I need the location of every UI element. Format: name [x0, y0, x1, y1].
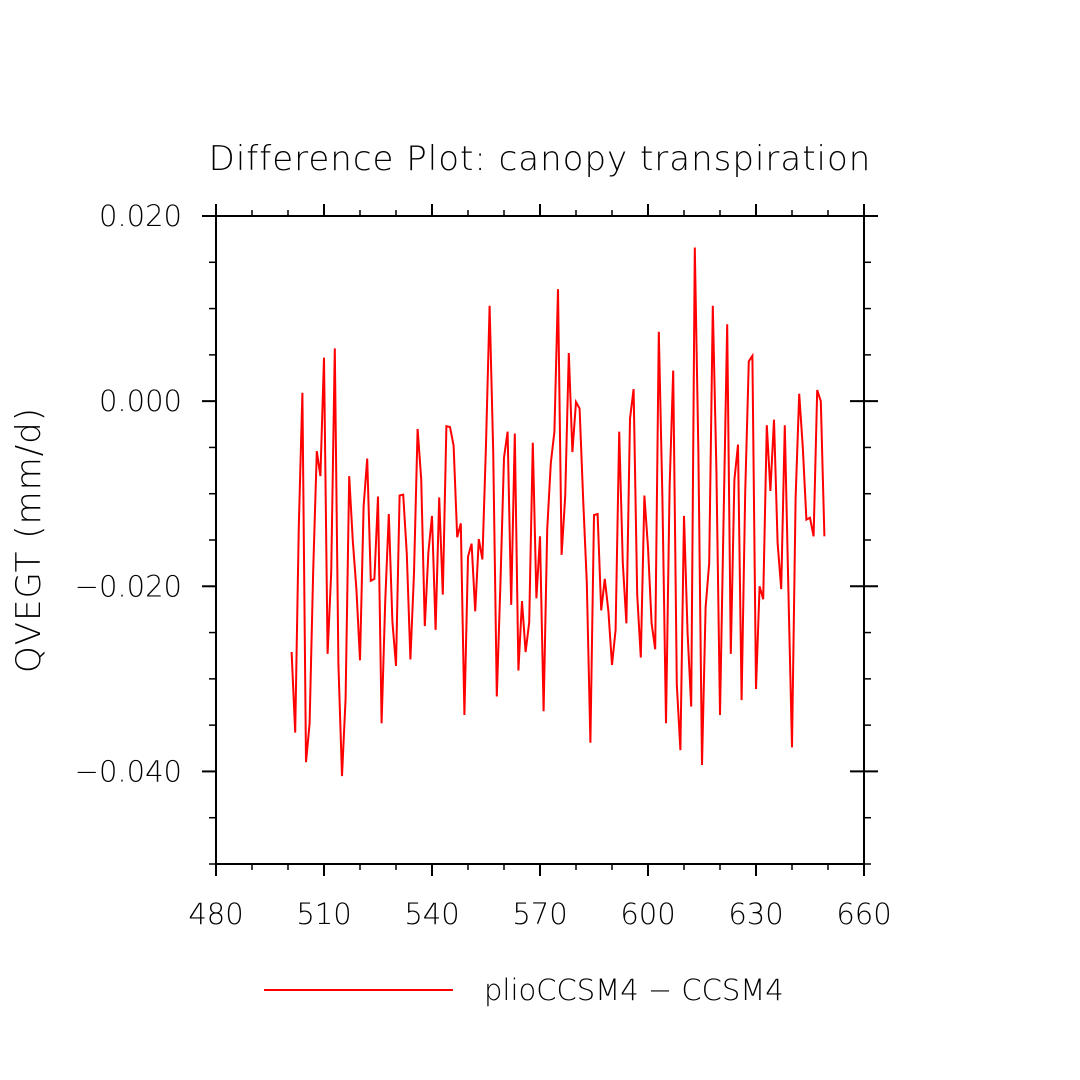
series-line — [290, 247, 826, 777]
x-axis: 480 510 540 570 600 630 660 — [188, 204, 892, 931]
x-tick-label: 630 — [728, 897, 783, 931]
y-tick-label: 0.000 — [99, 384, 182, 418]
x-tick-label: 570 — [512, 897, 567, 931]
x-tick-label: 480 — [188, 897, 243, 931]
y-tick-label: −0.040 — [75, 754, 182, 788]
x-tick-label: 660 — [836, 897, 891, 931]
legend-label: plioCCSM4 − CCSM4 — [484, 973, 784, 1007]
y-axis-label: QVEGT (mm/d) — [9, 407, 49, 673]
y-axis: −0.040 −0.020 0.000 0.020 — [75, 199, 878, 865]
x-tick-label: 540 — [404, 897, 459, 931]
x-tick-label: 600 — [620, 897, 675, 931]
y-tick-label: 0.020 — [99, 199, 182, 233]
legend: plioCCSM4 − CCSM4 — [264, 973, 784, 1007]
x-tick-label: 510 — [296, 897, 351, 931]
chart-title: Difference Plot: canopy transpiration — [209, 139, 872, 179]
y-tick-label: −0.020 — [75, 569, 182, 603]
plot-area — [290, 247, 826, 777]
